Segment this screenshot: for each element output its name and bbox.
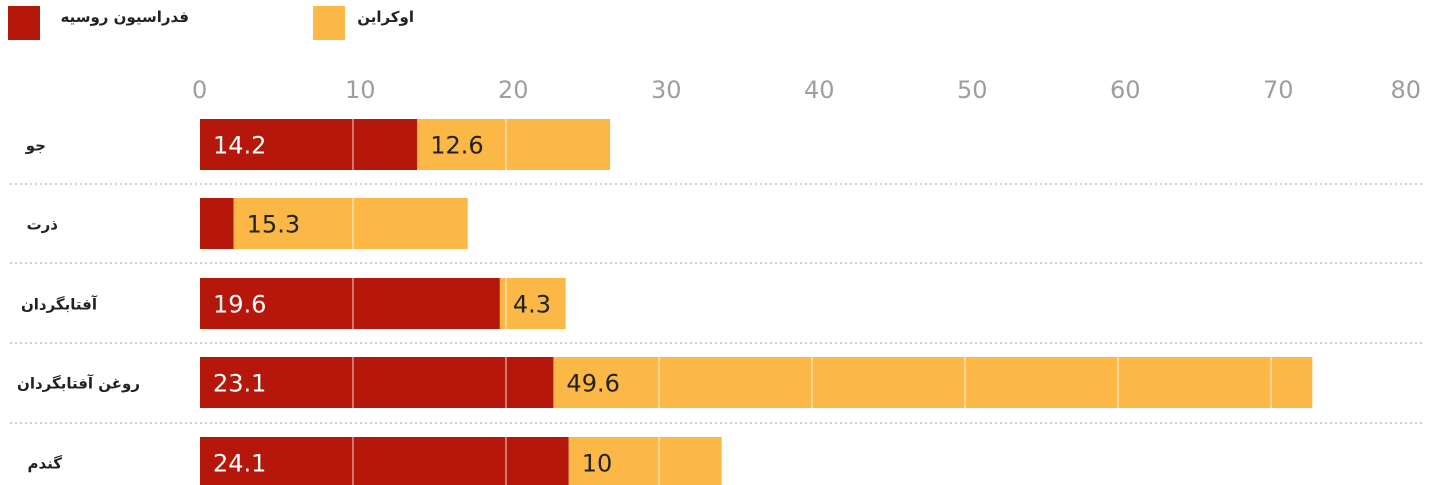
data-label: 15.3 [247,211,300,239]
data-label: 23.1 [213,370,266,398]
legend-label-ukraine: اوکراین [357,8,414,26]
x-tick-label: 50 [957,76,988,104]
x-tick-label: 30 [651,76,682,104]
category-label: آفتابگردان [21,296,98,314]
legend-swatch-ukraine [313,6,345,40]
bar-ukraine [417,119,611,170]
x-tick-label: 80 [1390,76,1421,104]
bar-russia [200,437,569,485]
category-label: گندم [27,455,62,473]
data-label: 49.6 [566,370,619,398]
data-label: 4.3 [513,291,551,319]
legend-swatch-russia [8,6,40,40]
bar-ukraine [233,198,468,249]
data-label: 12.6 [430,132,483,160]
bar-russia [200,198,234,249]
bar-russia [200,357,554,408]
data-label: 19.6 [213,291,266,319]
category-label: ذرت [27,216,59,234]
category-label: جو [25,137,46,155]
bar-ukraine [553,357,1313,408]
x-tick-label: 60 [1110,76,1141,104]
bar-russia [200,278,500,329]
x-tick-label: 0 [192,76,207,104]
bar-ukraine [568,437,722,485]
data-label: 14.2 [213,132,266,160]
bar-russia [200,119,418,170]
x-tick-label: 20 [498,76,529,104]
bar-ukraine [499,278,566,329]
data-label: 10 [582,450,613,478]
x-tick-label: 70 [1263,76,1294,104]
x-tick-label: 10 [345,76,376,104]
x-tick-label: 40 [804,76,835,104]
data-label: 24.1 [213,450,266,478]
legend-label-russia: فدراسیون روسیه [60,8,190,26]
category-label: روغن آفتابگردان [17,375,140,393]
